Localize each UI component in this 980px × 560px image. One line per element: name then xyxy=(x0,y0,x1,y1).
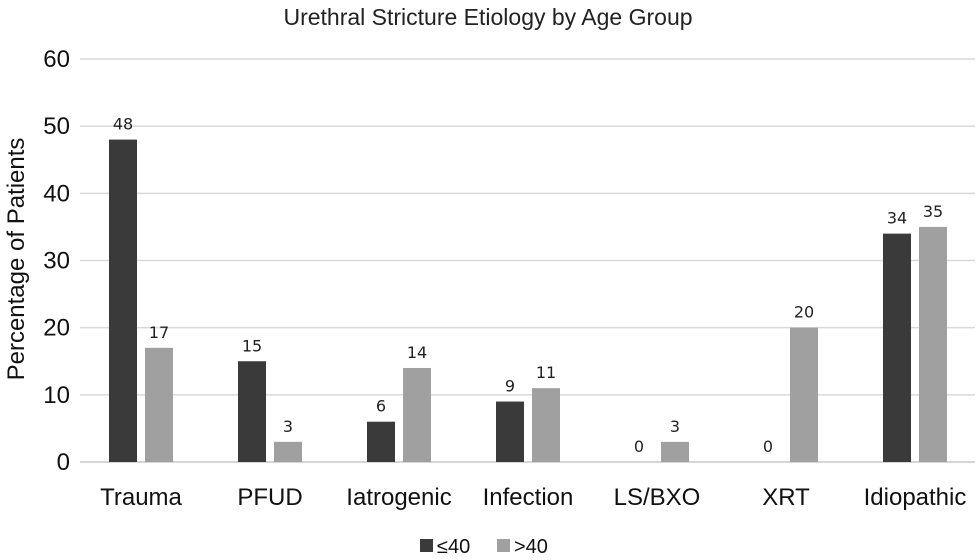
x-tick-label: PFUD xyxy=(237,484,302,511)
legend-swatch-gt40 xyxy=(497,539,510,552)
data-label: 3 xyxy=(283,417,293,436)
bar-iatrogenic-le40 xyxy=(367,421,395,462)
bar-idiopathic-gt40 xyxy=(919,226,947,462)
x-tick-label: Infection xyxy=(483,484,574,511)
bar-iatrogenic-gt40 xyxy=(403,367,431,462)
x-axis-ticks: Trauma PFUD Iatrogenic Infection LS/BXO XRT Id… xyxy=(100,484,966,511)
data-label: 48 xyxy=(113,115,133,134)
data-label: 9 xyxy=(505,377,515,396)
bar-ls-bxo-gt40 xyxy=(661,441,689,462)
y-axis-ticks: 0 10 20 30 40 50 60 xyxy=(43,46,70,476)
bar-infection-gt40 xyxy=(532,388,560,462)
bar-infection-le40 xyxy=(496,401,524,462)
data-label: 15 xyxy=(242,336,262,355)
data-label: 6 xyxy=(376,397,386,416)
bar-pfud-le40 xyxy=(238,361,266,462)
chart-title: Urethral Stricture Etiology by Age Group xyxy=(283,4,692,30)
y-tick-label: 60 xyxy=(43,46,70,73)
data-label: 0 xyxy=(634,437,644,456)
y-axis-label: Percentage of Patients xyxy=(3,138,30,381)
bar-xrt-gt40 xyxy=(790,327,818,462)
data-label: 11 xyxy=(536,363,556,382)
data-label: 17 xyxy=(149,323,169,342)
data-label: 0 xyxy=(763,437,773,456)
bar-idiopathic-le40 xyxy=(883,233,911,462)
legend-label-gt40: >40 xyxy=(514,536,548,558)
bar-trauma-gt40 xyxy=(145,347,173,462)
data-label: 20 xyxy=(794,303,814,322)
x-tick-label: Idiopathic xyxy=(864,484,967,511)
data-label: 3 xyxy=(670,417,680,436)
y-tick-label: 50 xyxy=(43,113,70,140)
x-tick-label: XRT xyxy=(762,484,810,511)
data-labels: 48 17 15 3 6 14 9 11 0 3 0 20 34 35 xyxy=(113,115,943,456)
data-label: 34 xyxy=(887,209,907,228)
bar-trauma-le40 xyxy=(109,139,137,462)
x-tick-label: LS/BXO xyxy=(614,484,701,511)
y-tick-label: 10 xyxy=(43,382,70,409)
data-label: 35 xyxy=(923,202,943,221)
x-tick-label: Trauma xyxy=(100,484,182,511)
legend-swatch-le40 xyxy=(420,539,433,552)
legend: ≤40 >40 xyxy=(420,536,548,558)
legend-label-le40: ≤40 xyxy=(437,536,470,558)
y-tick-label: 40 xyxy=(43,180,70,207)
y-tick-label: 20 xyxy=(43,315,70,342)
bar-pfud-gt40 xyxy=(274,441,302,462)
data-label: 14 xyxy=(407,343,427,362)
bars xyxy=(109,139,947,462)
y-tick-label: 30 xyxy=(43,248,70,275)
x-tick-label: Iatrogenic xyxy=(346,484,451,511)
gridlines xyxy=(80,58,975,463)
y-tick-label: 0 xyxy=(57,449,70,476)
